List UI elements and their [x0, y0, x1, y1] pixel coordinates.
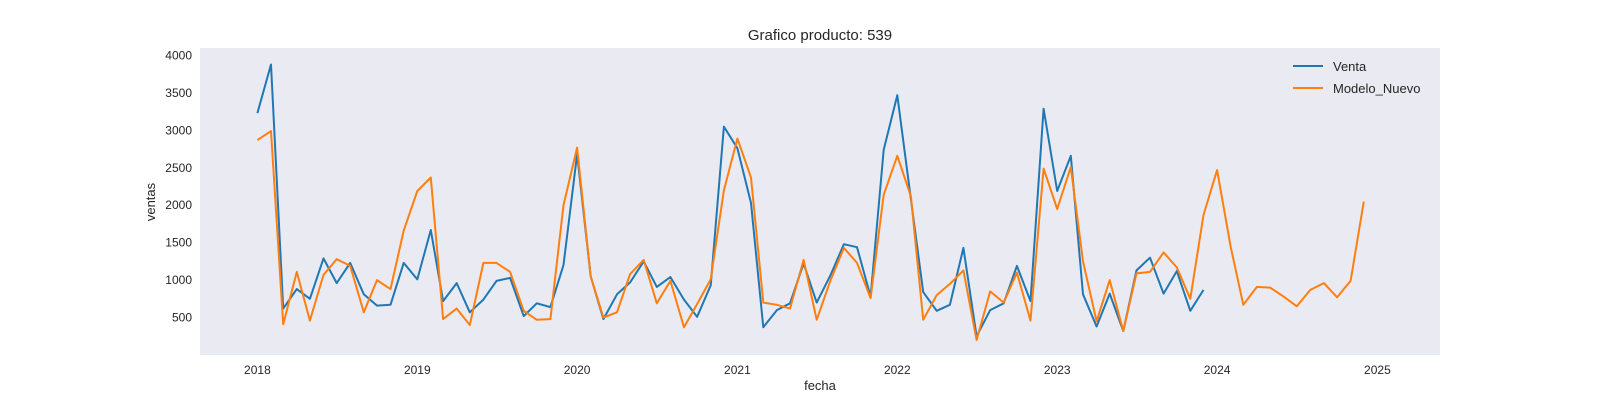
- x-tick-label: 2025: [1364, 363, 1391, 377]
- series-layer: [256, 63, 1365, 341]
- x-tick-label: 2023: [1044, 363, 1071, 377]
- y-tick-label: 3500: [165, 86, 192, 100]
- plot-area: [200, 48, 1440, 355]
- x-axis-ticks: 2018 2019 2020 2021 2022 2023 2024 2025: [244, 363, 1391, 377]
- y-axis-ticks: 500 1000 1500 2000 2500 3000 3500 4000: [165, 49, 192, 325]
- y-tick-label: 4000: [165, 49, 192, 63]
- legend-label-venta: Venta: [1333, 59, 1367, 74]
- x-axis-label: fecha: [804, 378, 837, 393]
- y-tick-label: 2000: [165, 198, 192, 212]
- y-axis-label: ventas: [143, 182, 158, 221]
- x-tick-label: 2022: [884, 363, 911, 377]
- series-line-venta: [256, 63, 1205, 338]
- legend-label-modelo-nuevo: Modelo_Nuevo: [1333, 81, 1420, 96]
- y-tick-label: 500: [172, 311, 192, 325]
- series-line-modelo-nuevo: [256, 130, 1365, 341]
- x-tick-label: 2018: [244, 363, 271, 377]
- y-tick-label: 1000: [165, 273, 192, 287]
- chart-title: Grafico producto: 539: [748, 27, 892, 44]
- y-tick-label: 2500: [165, 161, 192, 175]
- x-tick-label: 2021: [724, 363, 751, 377]
- x-tick-label: 2020: [564, 363, 591, 377]
- legend: Venta Modelo_Nuevo: [1293, 59, 1420, 96]
- x-tick-label: 2019: [404, 363, 431, 377]
- x-tick-label: 2024: [1204, 363, 1231, 377]
- y-tick-label: 1500: [165, 236, 192, 250]
- y-tick-label: 3000: [165, 123, 192, 137]
